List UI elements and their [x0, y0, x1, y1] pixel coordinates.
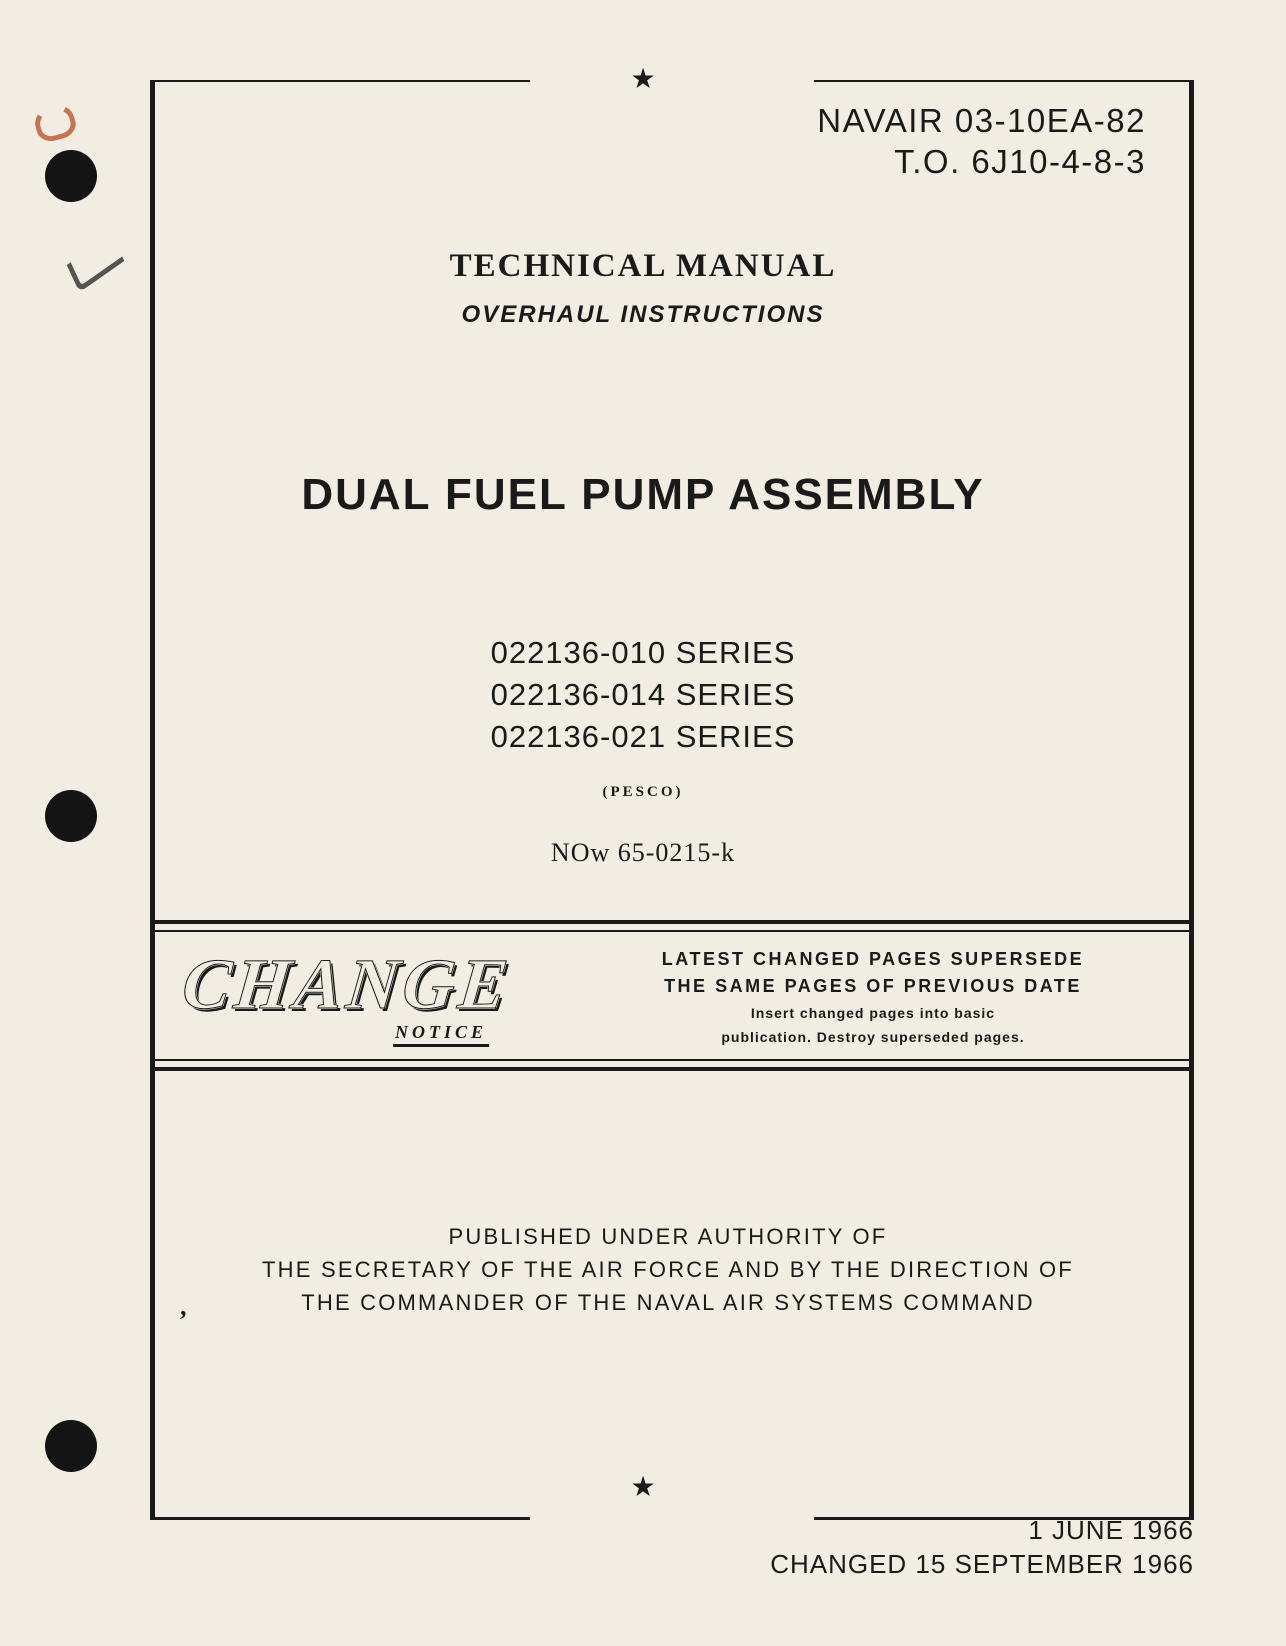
- date-block: 1 JUNE 1966 CHANGED 15 SEPTEMBER 1966: [770, 1514, 1194, 1582]
- change-word: CHANGE: [179, 943, 516, 1026]
- authority-line: PUBLISHED UNDER AUTHORITY OF: [180, 1220, 1156, 1253]
- to-number: T.O. 6J10-4-8-3: [817, 141, 1146, 182]
- change-text: LATEST CHANGED PAGES SUPERSEDE THE SAME …: [597, 946, 1149, 1047]
- manual-subtype: OVERHAUL INSTRUCTIONS: [0, 301, 1286, 329]
- series-item: 022136-010 SERIES: [0, 632, 1286, 674]
- document-page: ★ NAVAIR 03-10EA-82 T.O. 6J10-4-8-3 TECH…: [0, 0, 1286, 1646]
- contract-number: NOw 65-0215-k: [0, 838, 1286, 868]
- change-logo: CHANGE NOTICE: [183, 949, 573, 1045]
- scan-artifact-icon: [31, 100, 79, 144]
- manual-header: TECHNICAL MANUAL OVERHAUL INSTRUCTIONS: [0, 248, 1286, 329]
- change-line: THE SAME PAGES OF PREVIOUS DATE: [597, 973, 1149, 1000]
- series-item: 022136-014 SERIES: [0, 674, 1286, 716]
- authority-block: PUBLISHED UNDER AUTHORITY OF THE SECRETA…: [180, 1220, 1156, 1319]
- issue-date: 1 JUNE 1966: [770, 1514, 1194, 1548]
- change-notice-inner: CHANGE NOTICE LATEST CHANGED PAGES SUPER…: [155, 930, 1189, 1061]
- series-item: 022136-021 SERIES: [0, 716, 1286, 758]
- punch-hole: [45, 1420, 97, 1472]
- horizontal-rule: [150, 1517, 530, 1520]
- manufacturer: (PESCO): [0, 784, 1286, 801]
- series-list: 022136-010 SERIES 022136-014 SERIES 0221…: [0, 632, 1286, 758]
- star-ornament-icon: ★: [630, 1470, 655, 1504]
- change-line: publication. Destroy superseded pages.: [597, 1028, 1149, 1048]
- authority-line: THE COMMANDER OF THE NAVAL AIR SYSTEMS C…: [180, 1286, 1156, 1319]
- manual-type: TECHNICAL MANUAL: [0, 248, 1286, 285]
- change-line: LATEST CHANGED PAGES SUPERSEDE: [597, 946, 1149, 973]
- document-title: DUAL FUEL PUMP ASSEMBLY: [0, 470, 1286, 520]
- authority-line: THE SECRETARY OF THE AIR FORCE AND BY TH…: [180, 1253, 1156, 1286]
- punch-hole: [45, 150, 97, 202]
- document-identifiers: NAVAIR 03-10EA-82 T.O. 6J10-4-8-3: [817, 100, 1146, 183]
- change-line: Insert changed pages into basic: [597, 1004, 1149, 1024]
- change-date: CHANGED 15 SEPTEMBER 1966: [770, 1548, 1194, 1582]
- change-sub: NOTICE: [393, 1022, 489, 1047]
- navair-number: NAVAIR 03-10EA-82: [817, 100, 1146, 141]
- change-notice-banner: CHANGE NOTICE LATEST CHANGED PAGES SUPER…: [155, 920, 1189, 1071]
